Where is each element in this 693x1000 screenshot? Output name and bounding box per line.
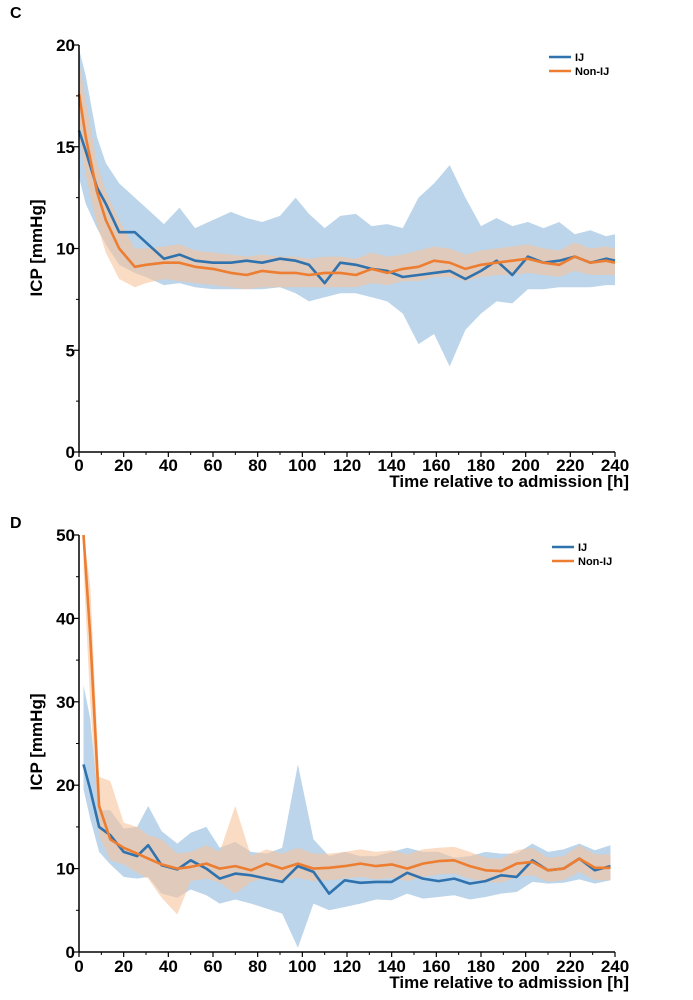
band-non-ij [83,535,611,915]
y-tick-label: 20 [56,776,75,795]
x-tick-label: 20 [114,456,133,475]
legend: IJ Non-IJ [552,542,612,568]
confidence-bands [79,49,615,367]
y-tick-label: 10 [56,860,75,879]
x-tick-label: 180 [467,456,495,475]
x-tick-label: 80 [248,456,267,475]
legend-label-non-ij: Non-IJ [578,556,612,568]
x-tick-label: 160 [422,957,450,976]
x-tick-label: 40 [159,957,178,976]
y-tick-label: 0 [66,943,75,962]
series-line-non-ij [77,93,616,277]
series-lines [82,534,611,895]
x-tick-label: 100 [288,957,316,976]
legend-label-ij: IJ [578,542,587,554]
y-tick-label: 20 [56,36,75,55]
x-tick-label: 220 [556,957,584,976]
x-axis-title: Time relative to admission [h] [389,973,629,992]
panel-d: D 0 20 40 60 80 100 120 140 160 180 200 220 240 0 10 20… [10,515,629,992]
y-tick-label: 15 [56,138,75,157]
y-tick-label: 0 [66,443,75,462]
series-line-non-ij [82,534,611,873]
x-tick-label: 160 [422,456,450,475]
x-axis-title: Time relative to admission [h] [389,472,629,491]
x-tick-label: 120 [333,957,361,976]
x-tick-label: 180 [467,957,495,976]
x-tick-label: 100 [288,456,316,475]
band-ij [79,49,615,367]
series-line-ij [77,130,616,285]
x-tick-label: 80 [248,957,267,976]
y-tick-label: 50 [56,526,75,545]
panel-label-d: D [10,515,22,532]
confidence-bands [83,535,611,948]
ticks: 0 20 40 60 80 100 120 140 160 180 200 220 240 0 10 20 30… [56,526,629,976]
x-tick-label: 120 [333,456,361,475]
band-non-ij [79,61,615,290]
x-tick-label: 0 [74,456,83,475]
legend-label-non-ij: Non-IJ [575,66,609,78]
series-lines [77,93,616,285]
y-tick-label: 30 [56,693,75,712]
x-tick-label: 200 [511,456,539,475]
panel-label-c: C [10,5,22,22]
y-axis-title: ICP [mmHg] [27,694,46,791]
x-tick-label: 40 [159,456,178,475]
legend-label-ij: IJ [575,52,584,64]
x-tick-label: 60 [204,456,223,475]
x-tick-label: 0 [74,957,83,976]
x-tick-label: 60 [204,957,223,976]
x-tick-label: 240 [601,957,629,976]
legend: IJ Non-IJ [549,52,609,78]
panel-c: C 0 20 40 60 80 100 120 140 160 180 200 220 240 0 5 10 1… [10,5,629,491]
x-tick-label: 20 [114,957,133,976]
ticks: 0 20 40 60 80 100 120 140 160 180 200 220 240 0 5 10 15 2… [56,36,629,475]
y-tick-label: 40 [56,609,75,628]
x-tick-label: 140 [377,456,405,475]
y-tick-label: 10 [56,240,75,259]
x-tick-label: 220 [556,456,584,475]
x-tick-label: 140 [377,957,405,976]
band-ij [83,685,611,948]
series-line-ij [82,764,611,895]
y-axis-title: ICP [mmHg] [27,200,46,297]
y-tick-label: 5 [66,341,75,360]
x-tick-label: 200 [511,957,539,976]
x-tick-label: 240 [601,456,629,475]
